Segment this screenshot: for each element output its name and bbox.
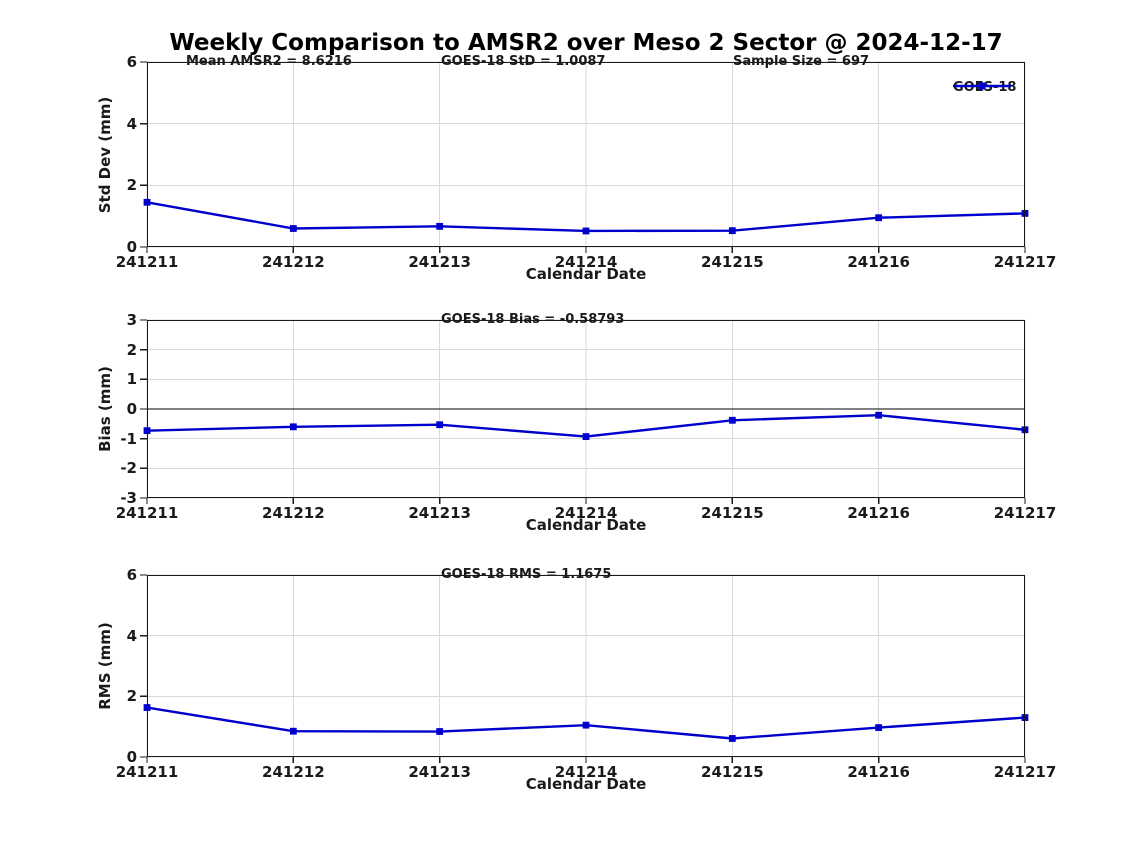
y-tick-label: 6 bbox=[126, 53, 137, 71]
y-tick-label: -2 bbox=[120, 459, 137, 478]
x-tick-label: 241212 bbox=[262, 763, 325, 781]
y-tick-label: 2 bbox=[126, 176, 137, 195]
legend: GOES-18 bbox=[953, 79, 1016, 95]
x-tick-label: 241212 bbox=[262, 253, 325, 271]
y-tick-label: 3 bbox=[126, 311, 137, 329]
annotation-goes18-std: GOES-18 StD = 1.0087 bbox=[441, 54, 606, 69]
x-tick-label: 241215 bbox=[701, 763, 764, 781]
bias-x-axis-label: Calendar Date bbox=[525, 516, 647, 534]
x-tick-label: 241214 bbox=[554, 253, 618, 271]
rms-x-axis-label: Calendar Date bbox=[525, 775, 647, 793]
x-tick-label: 241216 bbox=[847, 253, 910, 271]
x-tick-label: 241211 bbox=[115, 763, 179, 781]
x-tick-label: 241217 bbox=[993, 504, 1057, 522]
x-tick-label: 241213 bbox=[408, 253, 471, 271]
y-tick-label: 2 bbox=[126, 340, 137, 359]
annotation-goes18-bias: GOES-18 Bias = -0.58793 bbox=[441, 312, 625, 327]
x-tick-label: 241211 bbox=[115, 504, 179, 522]
x-tick-label: 241213 bbox=[408, 504, 471, 522]
bias-plot: GOES-18 Bias = -0.58793 Bias (mm) Calend… bbox=[96, 311, 1056, 534]
rms-plot: GOES-18 RMS = 1.1675 RMS (mm) Calendar D… bbox=[96, 566, 1056, 793]
std-dev-plot-canvas bbox=[140, 61, 1029, 253]
std-dev-plot: Mean AMSR2 = 8.6216 GOES-18 StD = 1.0087… bbox=[96, 53, 1056, 283]
rms-plot-canvas bbox=[140, 574, 1029, 763]
x-tick-label: 241217 bbox=[993, 763, 1057, 781]
x-tick-label: 241217 bbox=[993, 253, 1057, 271]
y-tick-label: -3 bbox=[120, 489, 137, 507]
x-tick-label: 241216 bbox=[847, 504, 910, 522]
annotation-sample-size: Sample Size = 697 bbox=[733, 54, 870, 69]
x-tick-label: 241214 bbox=[554, 504, 618, 522]
x-tick-label: 241215 bbox=[701, 253, 764, 271]
x-tick-label: 241212 bbox=[262, 504, 325, 522]
x-tick-label: 241214 bbox=[554, 763, 618, 781]
y-tick-label: 4 bbox=[126, 114, 137, 133]
y-tick-label: 6 bbox=[126, 566, 137, 584]
x-tick-label: 241211 bbox=[115, 253, 179, 271]
std-dev-x-axis-label: Calendar Date bbox=[525, 265, 647, 283]
figure-title: Weekly Comparison to AMSR2 over Meso 2 S… bbox=[169, 30, 1003, 56]
y-tick-label: 2 bbox=[126, 687, 137, 706]
x-tick-label: 241213 bbox=[408, 763, 471, 781]
annotation-goes18-rms: GOES-18 RMS = 1.1675 bbox=[441, 567, 612, 582]
x-tick-label: 241215 bbox=[701, 504, 764, 522]
annotation-mean-amsr2: Mean AMSR2 = 8.6216 bbox=[186, 54, 352, 69]
x-tick-label: 241216 bbox=[847, 763, 910, 781]
bias-plot-canvas bbox=[140, 319, 1029, 504]
y-tick-label: 4 bbox=[126, 626, 137, 645]
y-tick-label: 0 bbox=[126, 238, 137, 256]
y-tick-label: 0 bbox=[126, 400, 137, 418]
y-tick-label: -1 bbox=[120, 429, 137, 448]
y-tick-label: 1 bbox=[126, 370, 137, 389]
legend-line-marker-icon bbox=[953, 82, 1011, 90]
y-tick-label: 0 bbox=[126, 748, 137, 766]
